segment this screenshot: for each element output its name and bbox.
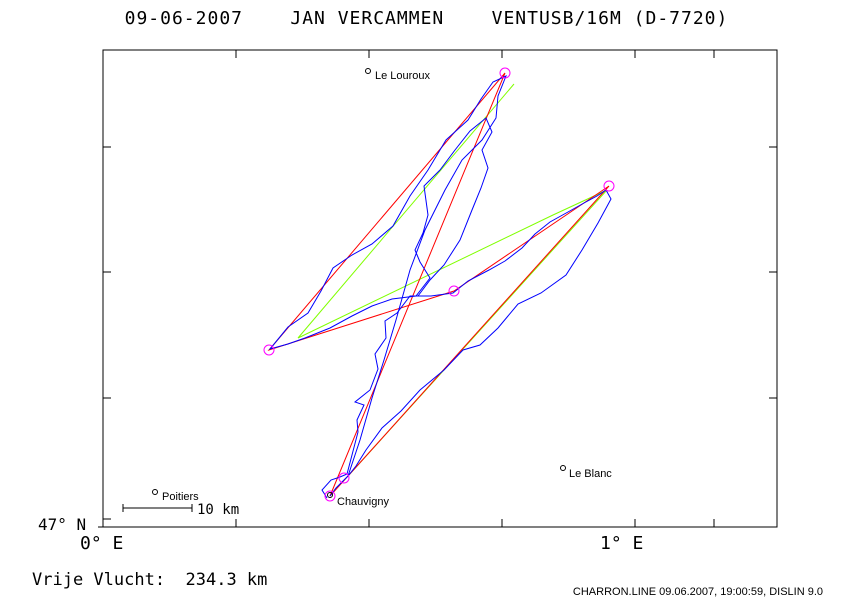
glider-id: VENTUSB/16M (D-7720) [491, 8, 729, 29]
turnpoint-finish [338, 472, 350, 484]
place-label: Chauvigny [337, 496, 389, 508]
longitude-label-1: 1° E [600, 533, 644, 554]
gps-track [321, 189, 612, 499]
place-dot-le-louroux [365, 68, 371, 74]
pilot-name: JAN VERCAMMEN [290, 8, 445, 29]
turnpoint-start [324, 490, 336, 502]
turnpoint-north [499, 67, 511, 79]
turnpoint-east [603, 180, 615, 192]
place-label: Le Louroux [375, 70, 431, 82]
turnpoint-markers [263, 67, 615, 502]
map-frame [102, 49, 778, 528]
latitude-label: 47° N [38, 515, 87, 534]
gps-track-north [268, 75, 507, 477]
free-flight-legs [297, 83, 608, 477]
scale-bar-label: 10 km [197, 502, 239, 518]
place-dot-poitiers [152, 489, 158, 495]
flight-date: 09-06-2007 [124, 8, 243, 29]
longitude-label-0: 0° E [80, 533, 124, 554]
scale-bar [122, 504, 193, 512]
place-label: Poitiers [162, 491, 199, 503]
place-label: Le Blanc [569, 468, 612, 480]
place-dot-le-blanc [560, 465, 566, 471]
place-dots [152, 68, 566, 498]
free-flight-distance: Vrije Vlucht: 234.3 km [32, 570, 268, 590]
flight-header: 09-06-2007 JAN VERCAMMEN VENTUSB/16M (D-… [0, 8, 853, 29]
credit-line: CHARRON.LINE 09.06.2007, 19:00:59, DISLI… [572, 586, 823, 598]
turnpoint-west [263, 344, 275, 356]
axis-ticks [98, 50, 777, 528]
place-dot-chauvigny [327, 492, 333, 498]
turnpoint-center [448, 285, 460, 297]
task-legs [267, 72, 610, 497]
